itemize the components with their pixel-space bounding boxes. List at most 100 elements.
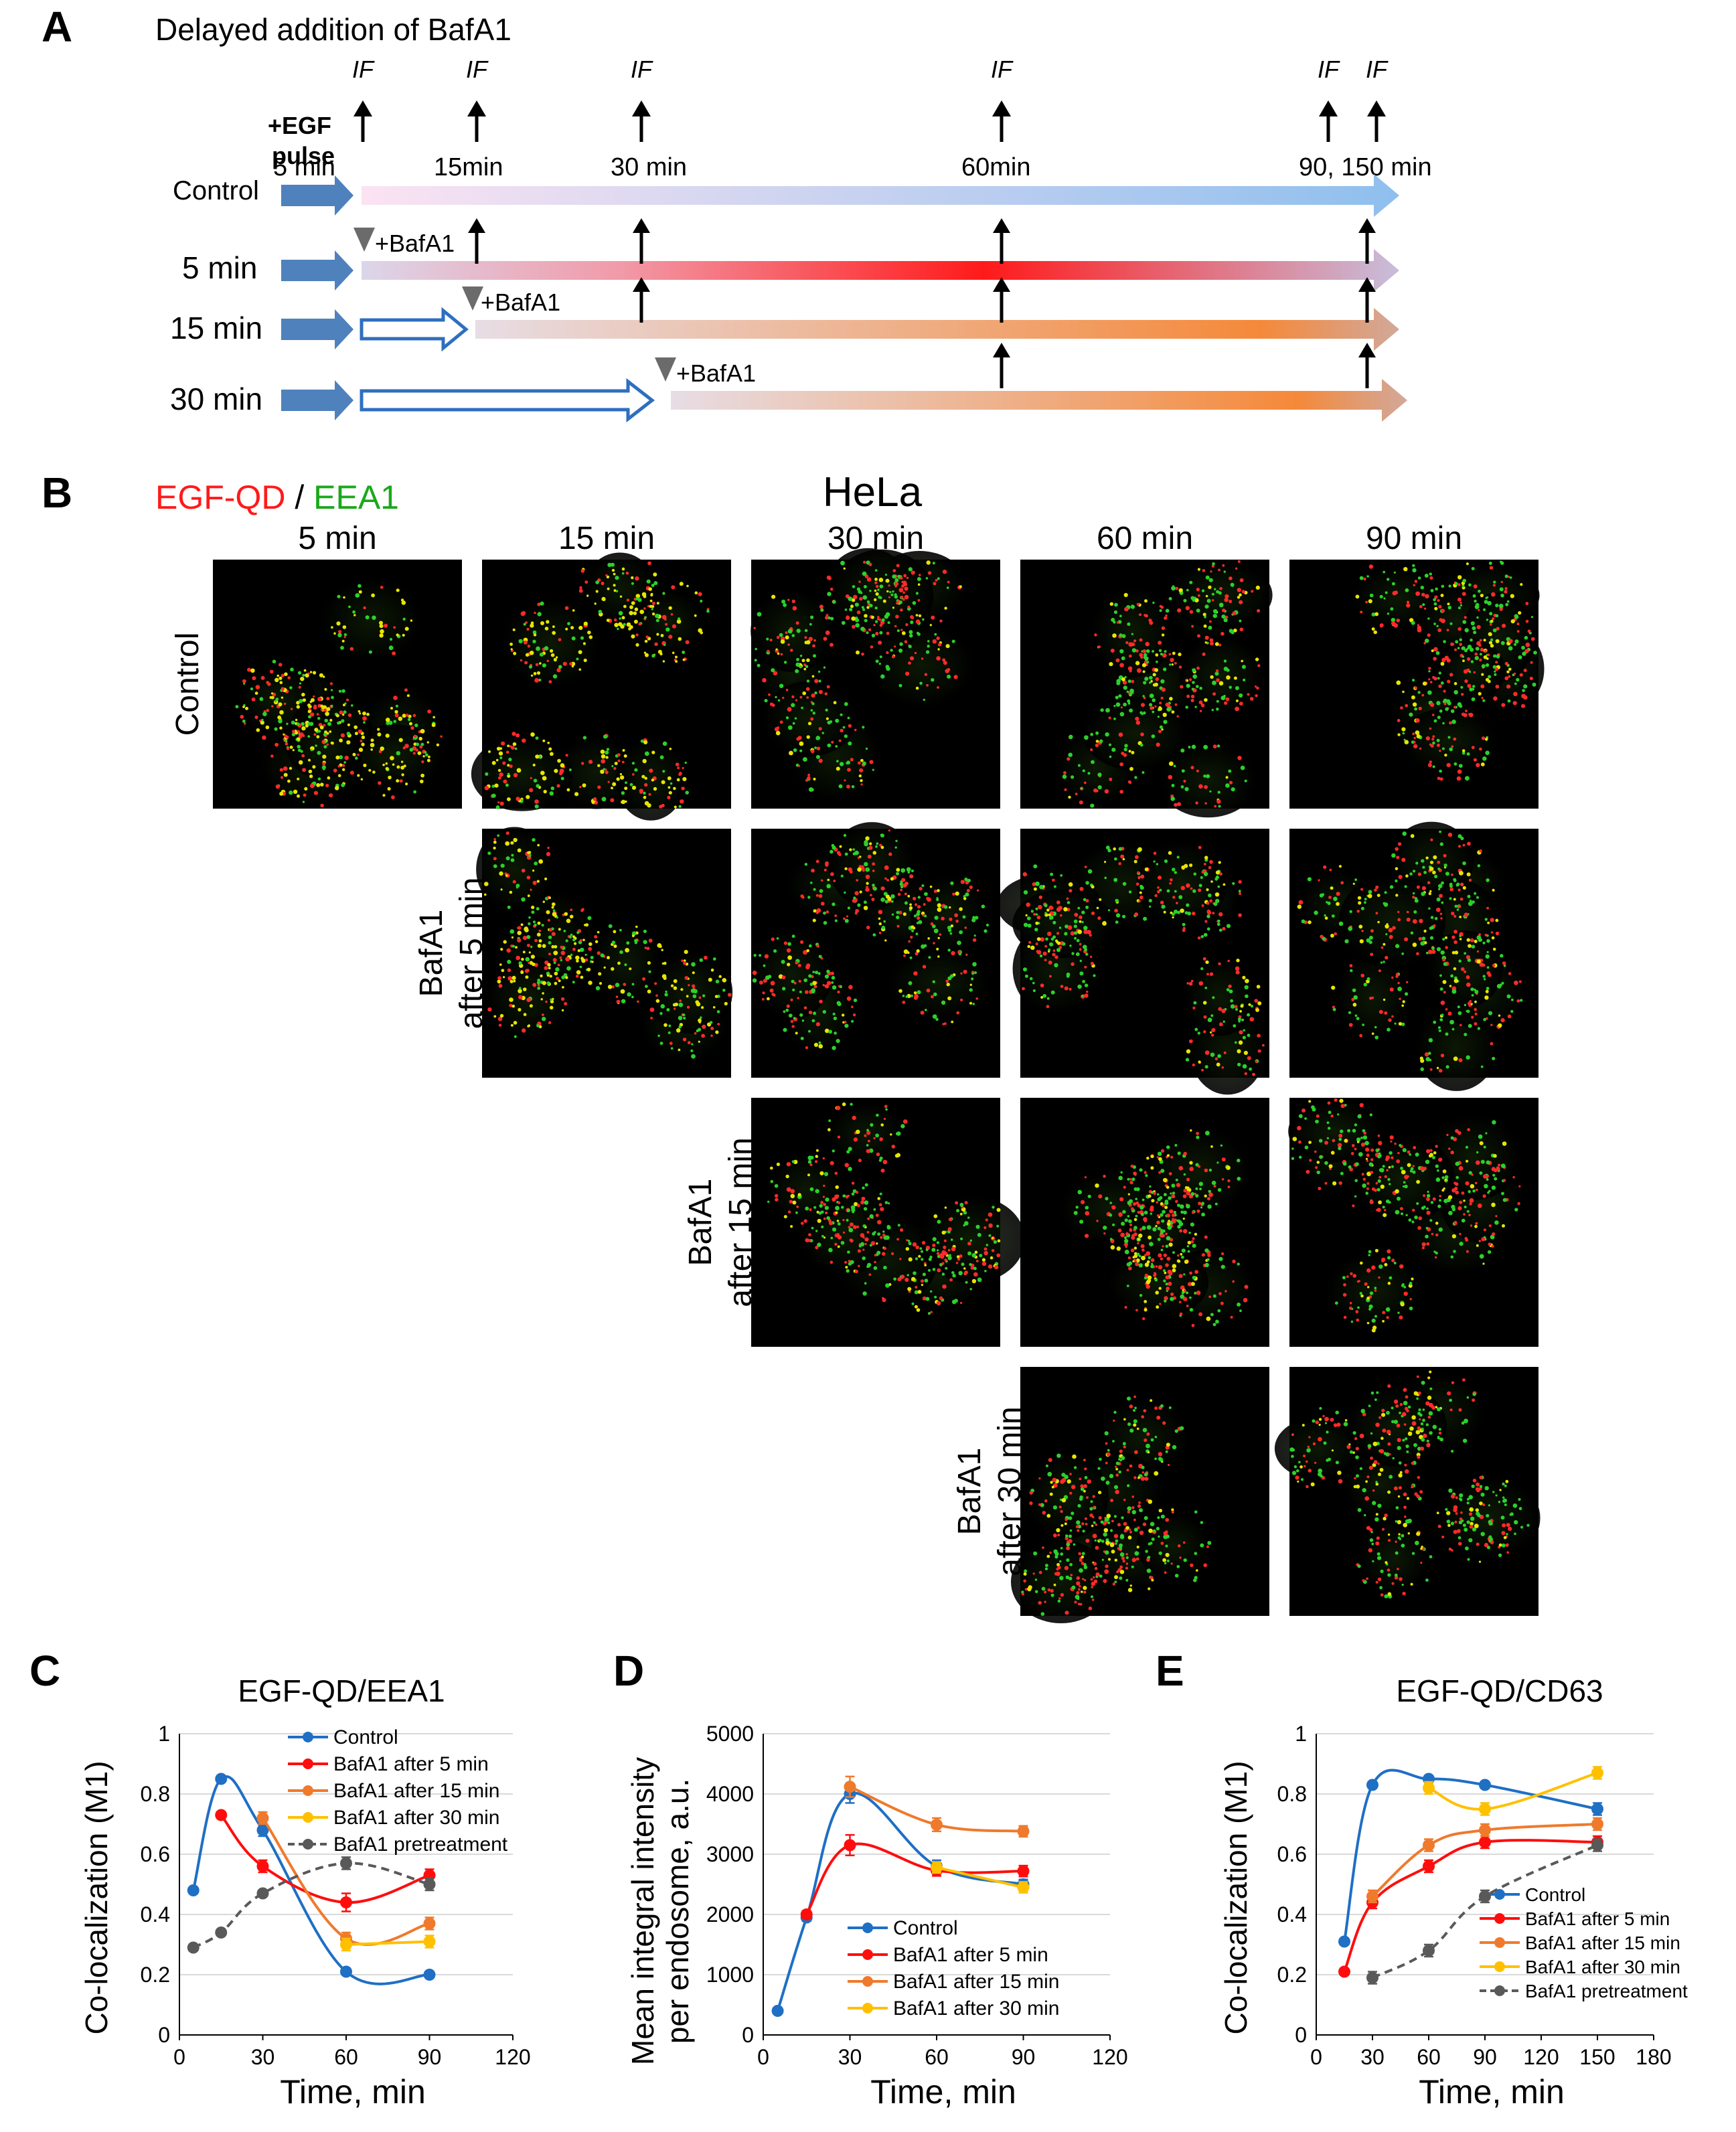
legend-separator: / [285,479,313,516]
x-tick-label: 0 [757,2045,769,2069]
legend-green-eea1: EEA1 [313,479,399,516]
legend-label: BafA1 pretreatment [1525,1981,1688,2001]
legend-label: Control [893,1917,958,1939]
x-tick-label: 0 [173,2045,185,2069]
bafa1-30min-timeline-bar [671,379,1407,422]
y-axis-label-text: Co-localization (M1) [1218,1760,1253,2034]
time-label-15: 15min [434,153,503,181]
if-label: IF [631,56,653,83]
panel-letter-c: C [29,1647,60,1695]
bafa1-label-5: +BafA1 [375,230,455,257]
y-tick-label: 0.8 [1277,1782,1307,1806]
data-point [931,1861,943,1874]
y-tick-label: 2000 [706,1902,754,1926]
column-header: 90 min [1366,521,1462,556]
if-label: IF [352,56,375,83]
panel-a-title: Delayed addition of BafA1 [155,12,511,47]
legend-label: Control [333,1726,398,1748]
legend-label: BafA1 after 5 min [1525,1908,1670,1929]
micrograph-tile [997,829,1269,1095]
x-axis-label: Time, min [870,2073,1016,2111]
column-header: 60 min [1097,521,1193,556]
data-point [1423,1860,1435,1872]
row-label-control: Control [173,176,259,206]
legend-marker [1494,1961,1505,1972]
data-point [215,1773,228,1785]
data-point [844,1839,856,1852]
data-point [423,1969,436,1981]
legend-marker [862,1976,873,1987]
y-tick-label: 0.2 [1277,1963,1307,1987]
scale-bar [422,815,451,821]
data-point [1479,1824,1491,1836]
control-timeline-bar [362,174,1399,217]
data-point [423,1917,436,1930]
data-point [771,2005,784,2017]
legend-marker [303,1839,313,1850]
up-arrow-icon [633,277,650,292]
bafa1-5min-timeline-bar [362,249,1399,292]
row-label: Control [170,633,206,736]
panel-letter-d: D [613,1647,644,1695]
row-label-line1: Control [170,633,206,736]
legend-marker [303,1758,313,1769]
bafa1-15min-timeline-bar [475,308,1399,351]
chart-e: 0 0.2 0.4 0.6 0.8 1 0 30 60 90 120 150 180 EGF-QD/CD6… [1218,1673,1688,2111]
y-tick-label: 0 [158,2023,170,2047]
data-point [1479,1779,1491,1791]
y-tick-label: 0.6 [141,1842,170,1866]
row-label-line1: BafA1 [683,1179,718,1266]
data-point [1423,1839,1435,1852]
x-tick-label: 90 [1012,2045,1036,2069]
row-label: BafA1 after 30 min [952,1406,1028,1576]
y-tick-label: 1 [158,1722,170,1746]
y-axis-label-line2: per endosome, a.u. [660,1779,695,2044]
row-label-5min: 5 min [182,250,257,285]
legend-label: BafA1 pretreatment [333,1833,508,1856]
row-label-30min: 30 min [170,382,262,416]
micrograph-tile [1289,821,1538,1091]
series-line [936,1866,1024,1889]
panel-letter-b: B [42,469,72,517]
x-axis-label: Time, min [280,2073,426,2111]
legend-marker [1494,1889,1505,1900]
legend-marker [303,1785,313,1796]
up-arrow-icon [1367,100,1386,116]
egf-label-line1: +EGF [268,112,331,139]
legend-label: BafA1 after 30 min [1525,1957,1680,1977]
micrograph-grid [213,548,1545,1624]
up-arrow-icon [993,277,1010,292]
up-arrow-icon [632,100,651,116]
x-axis-label: Time, min [1419,2073,1565,2111]
legend-marker [862,1949,873,1960]
bafa1-label-30: +BafA1 [676,359,756,387]
up-arrow-icon [353,100,372,116]
series-line [1428,1771,1598,1811]
y-tick-label: 0 [742,2023,754,2047]
data-point [340,1896,352,1908]
micrograph-tile [213,560,462,809]
legend-label: BafA1 after 15 min [893,1971,1059,1993]
cell-line-label: HeLa [823,469,923,515]
data-point [340,1857,352,1870]
data-point [340,1965,352,1978]
y-axis-label: Co-localization (M1) [1218,1760,1253,2034]
legend-label: BafA1 after 15 min [1525,1933,1680,1953]
data-point [1017,1865,1030,1878]
x-tick-label: 30 [251,2045,275,2069]
y-tick-label: 0.4 [1277,1902,1307,1926]
up-arrow-icon [1319,100,1338,116]
y-tick-label: 0.2 [141,1963,170,1987]
data-point [1366,1779,1378,1791]
legend-marker [303,1812,313,1823]
x-tick-label: 120 [1092,2045,1127,2069]
up-arrow-icon [993,343,1010,357]
data-point [1423,1945,1435,1957]
x-tick-label: 90 [418,2045,442,2069]
legend-label: Control [1525,1884,1585,1905]
up-arrow-icon [633,218,650,233]
y-tick-label: 1000 [706,1963,754,1987]
panel-letter-a: A [42,3,72,51]
data-point [1017,1881,1030,1894]
data-point [844,1781,856,1793]
